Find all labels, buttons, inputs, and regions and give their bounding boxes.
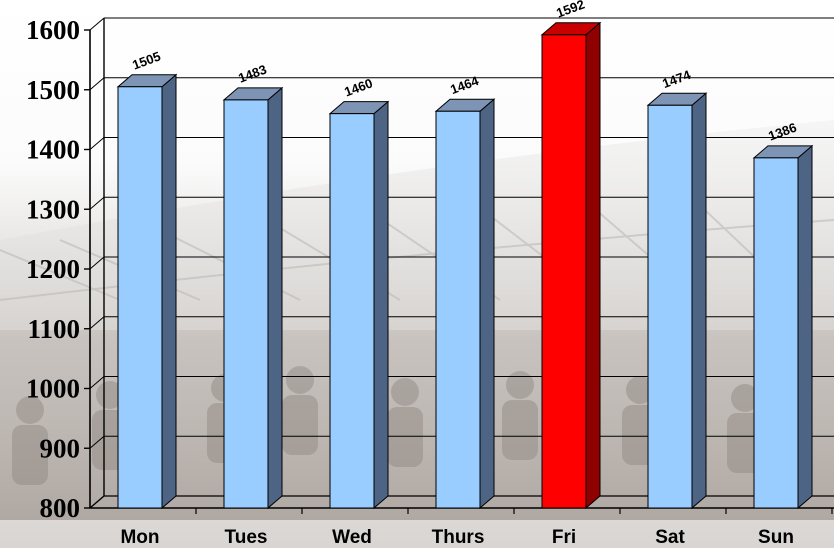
bar-side-fri: [585, 21, 601, 510]
ytick-label-1100: 1100: [27, 314, 80, 344]
bar-sun: [752, 144, 814, 510]
bar-thurs: [434, 98, 496, 510]
bar-side-thurs: [479, 98, 495, 510]
gridline-depth-1400: [89, 137, 105, 150]
ytick-label-1200: 1200: [26, 254, 80, 284]
floor-corner: [89, 495, 105, 509]
bar-side-wed: [373, 100, 389, 510]
data-label-wed: 1460: [342, 75, 374, 99]
data-label-sat: 1474: [660, 67, 693, 91]
data-label-tues: 1483: [236, 62, 268, 86]
bar-front-wed: [329, 113, 375, 509]
bar-front-sun: [753, 157, 799, 509]
xtick-label-sat: Sat: [655, 527, 685, 548]
bar-front-thurs: [435, 110, 481, 509]
ytick-label-900: 900: [40, 433, 81, 463]
ytick-label-1300: 1300: [26, 194, 80, 224]
gridline-depth-1000: [89, 376, 105, 389]
ytick-label-1600: 1600: [26, 15, 80, 45]
bar-tues: [222, 86, 284, 510]
bar-side-mon: [161, 73, 177, 510]
bar-front-sat: [647, 104, 693, 509]
bar-side-tues: [267, 86, 283, 510]
ytick-label-1400: 1400: [26, 135, 80, 165]
bar-front-fri: [541, 34, 587, 509]
data-label-fri: 1592: [554, 0, 586, 21]
gridline-depth-1500: [89, 77, 105, 91]
gridline-depth-900: [89, 435, 105, 449]
bar-sat: [646, 92, 708, 510]
data-label-thurs: 1464: [448, 73, 481, 97]
bar-fri: [540, 21, 602, 510]
ytick-label-800: 800: [40, 493, 81, 523]
xtick-label-wed: Wed: [332, 527, 372, 548]
xtick-label-sun: Sun: [758, 527, 794, 548]
bar-wed: [328, 100, 390, 510]
data-label-mon: 1505: [130, 49, 162, 73]
xtick-label-tues: Tues: [225, 527, 268, 548]
gridline-depth-1600: [89, 17, 105, 31]
xtick-label-thurs: Thurs: [432, 527, 485, 548]
data-label-sun: 1386: [766, 120, 798, 144]
gridline-depth-1200: [89, 256, 105, 270]
labels: 800 900 1000 1100 1200 1300 1400 1500 1600 1505 Mo…: [26, 0, 799, 548]
xtick-label-mon: Mon: [120, 527, 159, 548]
bar-side-sat: [691, 92, 707, 510]
bars: [116, 21, 814, 510]
gridline-depth-1300: [89, 196, 105, 210]
ytick-label-1000: 1000: [26, 374, 80, 404]
bar-front-mon: [117, 86, 163, 509]
bar-mon: [116, 73, 178, 510]
ytick-label-1500: 1500: [26, 75, 80, 105]
gridline-depth-1100: [89, 316, 105, 330]
bar-side-sun: [797, 144, 813, 510]
xtick-label-fri: Fri: [552, 527, 576, 548]
bar-front-tues: [223, 99, 269, 509]
